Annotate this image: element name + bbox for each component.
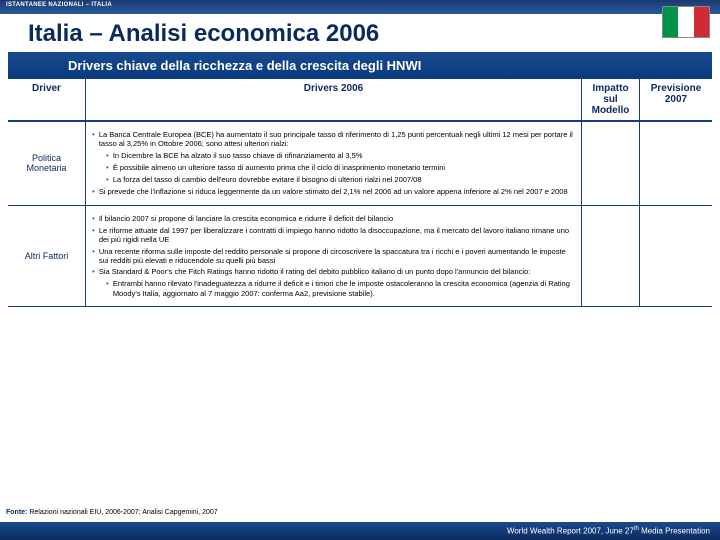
row-impact (582, 122, 640, 205)
bullet-item: •Entrambi hanno rilevato l'inadeguatezza… (106, 279, 575, 298)
bullet-icon: • (92, 187, 95, 197)
bullet-icon: • (106, 163, 109, 173)
bullet-icon: • (92, 214, 95, 224)
col-prev-header: Previsione 2007 (640, 79, 712, 120)
row-prev (640, 206, 712, 306)
bullet-item: • Il bilancio 2007 si propone di lanciare… (92, 214, 575, 224)
bullet-item: • In Dicembre la BCE ha alzato il suo tas… (106, 151, 575, 161)
italy-flag-icon (662, 6, 710, 38)
col-body-header: Drivers 2006 (86, 79, 582, 120)
row-prev (640, 122, 712, 205)
row-impact (582, 206, 640, 306)
bullet-text: La forza del tasso di cambio dell'euro d… (113, 175, 422, 185)
subtitle: Drivers chiave della ricchezza e della c… (8, 52, 712, 79)
bullet-text: In Dicembre la BCE ha alzato il suo tass… (113, 151, 363, 161)
bullet-text: Le riforme attuate dal 1997 per liberali… (99, 226, 575, 245)
bullet-icon: • (106, 151, 109, 161)
bullet-item: • Sia Standard & Poor's che Fitch Ratings… (92, 267, 575, 277)
footer-band: World Wealth Report 2007, June 27th Medi… (0, 522, 720, 540)
drivers-table: Driver Drivers 2006 Impatto sul Modello … (8, 79, 712, 307)
bullet-text: La Banca Centrale Europea (BCE) ha aumen… (99, 130, 575, 149)
bullet-icon: • (92, 267, 95, 277)
table-row: Altri Fattori • Il bilancio 2007 si propon… (8, 206, 712, 307)
bullet-item: • Si prevede che l'inflazione si riduca l… (92, 187, 575, 197)
bullet-icon: • (92, 130, 95, 149)
bullet-icon: • (106, 175, 109, 185)
footer-text: World Wealth Report 2007, June 27th Medi… (507, 526, 710, 536)
page-title: Italia – Analisi economica 2006 (0, 14, 720, 52)
table-header: Driver Drivers 2006 Impatto sul Modello … (8, 79, 712, 122)
col-impact-header: Impatto sul Modello (582, 79, 640, 120)
bullet-icon: • (92, 226, 95, 245)
source-text: Relazioni nazionali EIU, 2006-2007; Anal… (29, 509, 217, 516)
row-body: •La Banca Centrale Europea (BCE) ha aume… (86, 122, 582, 205)
row-body: • Il bilancio 2007 si propone di lanciare… (86, 206, 582, 306)
bullet-text: È possibile almeno un ulteriore tasso di… (113, 163, 445, 173)
bullet-text: Si prevede che l'inflazione si riduca le… (99, 187, 568, 197)
header-tag: ISTANTANEE NAZIONALI – ITALIA (6, 2, 112, 8)
bullet-item: •Le riforme attuate dal 1997 per liberal… (92, 226, 575, 245)
row-driver-label: Politica Monetaria (8, 122, 86, 205)
bullet-text: Il bilancio 2007 si propone di lanciare … (99, 214, 393, 224)
bullet-item: • La forza del tasso di cambio dell'euro … (106, 175, 575, 185)
bullet-item: •Una recente riforma sulle imposte del r… (92, 247, 575, 266)
bullet-text: Sia Standard & Poor's che Fitch Ratings … (99, 267, 530, 277)
bullet-icon: • (106, 279, 109, 298)
table-row: Politica Monetaria•La Banca Centrale Eur… (8, 122, 712, 206)
bullet-item: • È possibile almeno un ulteriore tasso d… (106, 163, 575, 173)
bullet-icon: • (92, 247, 95, 266)
bullet-text: Entrambi hanno rilevato l'inadeguatezza … (113, 279, 575, 298)
bullet-text: Una recente riforma sulle imposte del re… (99, 247, 575, 266)
col-driver-header: Driver (8, 79, 86, 120)
bullet-item: •La Banca Centrale Europea (BCE) ha aume… (92, 130, 575, 149)
source-line: Fonte: Relazioni nazionali EIU, 2006-200… (6, 509, 218, 516)
source-label: Fonte: (6, 509, 27, 516)
row-driver-label: Altri Fattori (8, 206, 86, 306)
